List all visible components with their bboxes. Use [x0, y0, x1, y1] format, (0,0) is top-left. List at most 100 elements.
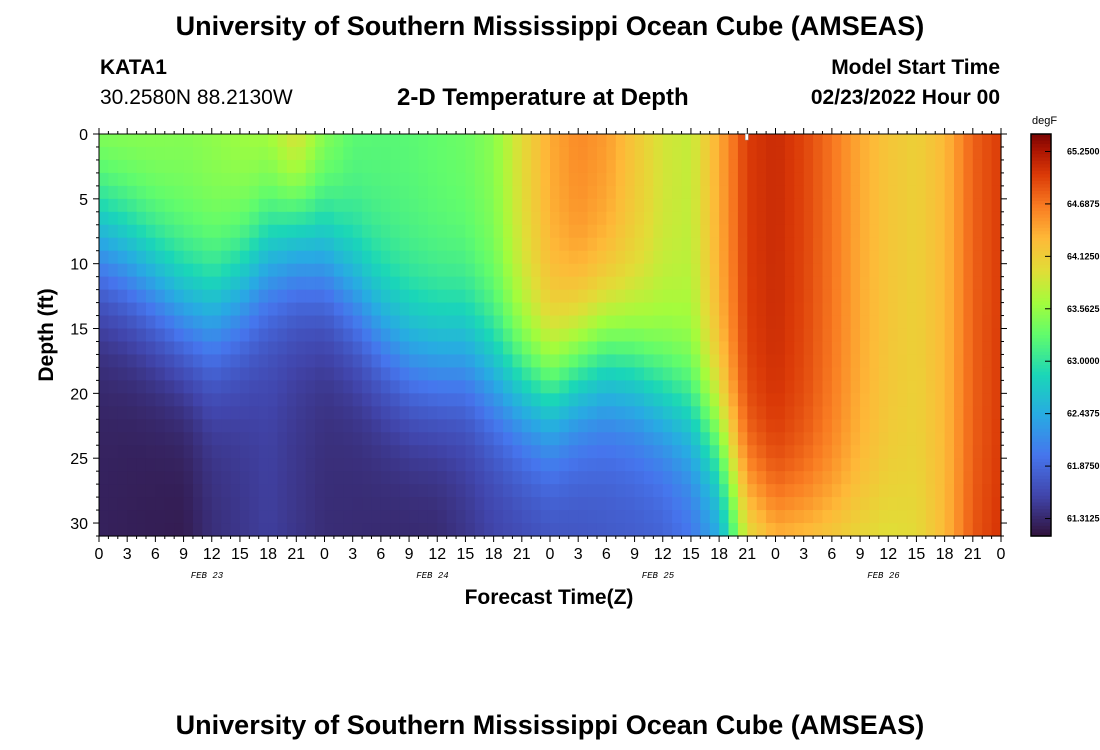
heatmap-cell — [888, 393, 899, 407]
heatmap-cell — [268, 146, 279, 161]
heatmap-cell — [878, 211, 889, 226]
heatmap-cell — [813, 237, 824, 252]
heatmap-cell — [719, 523, 730, 537]
heatmap-cell — [540, 458, 551, 472]
heatmap-cell — [775, 237, 786, 252]
heatmap-cell — [700, 263, 711, 278]
heatmap-cell — [277, 406, 288, 420]
heatmap-cell — [277, 146, 288, 161]
heatmap-cell — [860, 172, 871, 187]
heatmap-cell — [437, 276, 448, 291]
heatmap-cell — [221, 406, 232, 420]
heatmap-cell — [653, 263, 664, 278]
heatmap-cell — [258, 484, 269, 498]
heatmap-cell — [164, 146, 175, 161]
heatmap-cell — [362, 367, 373, 381]
heatmap-cell — [164, 328, 175, 343]
heatmap-cell — [925, 354, 936, 369]
heatmap-cell — [427, 471, 438, 485]
heatmap-cell — [681, 354, 692, 369]
heatmap-cell — [653, 224, 664, 239]
heatmap-cell — [944, 484, 955, 498]
heatmap-cell — [728, 289, 739, 304]
heatmap-cell — [390, 134, 401, 148]
heatmap-cell — [747, 380, 758, 394]
heatmap-cell — [550, 445, 560, 459]
heatmap-cell — [737, 276, 748, 291]
heatmap-cell — [784, 250, 795, 265]
heatmap-cell — [756, 471, 767, 485]
heatmap-cell — [145, 315, 156, 330]
heatmap-cell — [747, 198, 758, 213]
heatmap-cell — [982, 458, 993, 472]
heatmap-cell — [493, 134, 504, 148]
heatmap-cell — [277, 250, 288, 265]
heatmap-cell — [606, 523, 617, 537]
heatmap-cell — [333, 146, 344, 161]
heatmap-cell — [888, 458, 899, 472]
heatmap-cell — [578, 393, 589, 407]
heatmap-cell — [841, 367, 852, 381]
heatmap-cell — [390, 393, 401, 407]
heatmap-cell — [672, 393, 683, 407]
heatmap-cell — [568, 198, 579, 213]
heatmap-cell — [268, 523, 279, 537]
heatmap-cell — [897, 315, 908, 330]
heatmap-cell — [390, 354, 401, 369]
heatmap-cell — [230, 315, 241, 330]
heatmap-cell — [728, 354, 739, 369]
heatmap-cell — [239, 146, 250, 161]
heatmap-cell — [643, 341, 654, 356]
heatmap-cell — [709, 172, 720, 187]
heatmap-cell — [474, 134, 485, 148]
heatmap-cell — [239, 276, 250, 291]
heatmap-cell — [700, 354, 711, 369]
colorbar-segment — [1031, 435, 1051, 440]
heatmap-cell — [794, 159, 805, 174]
heatmap-cell — [221, 341, 232, 356]
heatmap-cell — [794, 237, 805, 252]
heatmap-cell — [305, 134, 316, 148]
heatmap-cell — [625, 406, 636, 420]
heatmap-cell — [860, 523, 871, 537]
heatmap-cell — [540, 510, 551, 524]
heatmap-cell — [127, 341, 138, 356]
heatmap-cell — [643, 328, 654, 343]
heatmap-cell — [775, 328, 786, 343]
heatmap-cell — [192, 263, 203, 278]
heatmap-cell — [380, 211, 391, 226]
heatmap-cell — [963, 250, 974, 265]
heatmap-cell — [860, 302, 871, 317]
heatmap-cell — [474, 211, 485, 226]
heatmap-cell — [352, 315, 363, 330]
heatmap-cell — [465, 354, 476, 369]
heatmap-cell — [841, 276, 852, 291]
heatmap-cell — [192, 380, 203, 394]
heatmap-cell — [512, 263, 523, 278]
heatmap-cell — [371, 510, 382, 524]
heatmap-cell — [944, 471, 955, 485]
heatmap-cell — [192, 315, 203, 330]
heatmap-cell — [371, 185, 382, 200]
heatmap-cell — [437, 419, 448, 433]
heatmap-cell — [127, 159, 138, 174]
heatmap-cell — [117, 445, 128, 459]
colorbar-segment — [1031, 174, 1051, 179]
heatmap-cell — [653, 380, 664, 394]
heatmap-cell — [465, 185, 476, 200]
heatmap-cell — [860, 185, 871, 200]
heatmap-cell — [803, 237, 814, 252]
heatmap-cell — [869, 211, 880, 226]
heatmap-cell — [888, 367, 899, 381]
heatmap-cell — [550, 328, 560, 343]
heatmap-cell — [578, 445, 589, 459]
heatmap-cell — [653, 302, 664, 317]
heatmap-cell — [897, 341, 908, 356]
heatmap-cell — [991, 146, 1002, 161]
heatmap-cell — [634, 302, 645, 317]
heatmap-cell — [427, 380, 438, 394]
heatmap-cell — [775, 134, 786, 148]
heatmap-cell — [737, 471, 748, 485]
heatmap-cell — [625, 471, 636, 485]
heatmap-cell — [456, 445, 467, 459]
